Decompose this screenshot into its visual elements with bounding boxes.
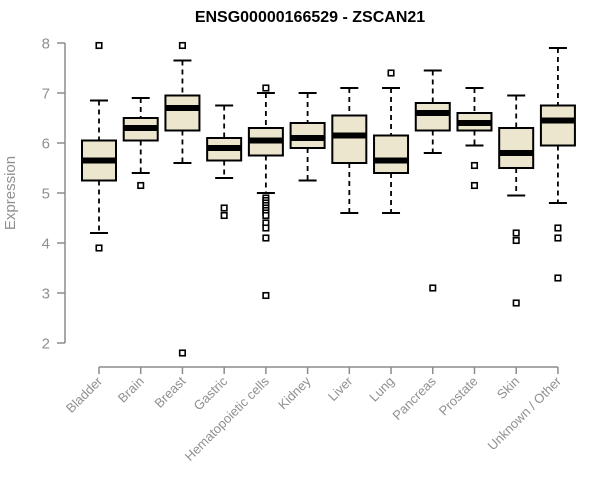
- y-tick-label: 8: [42, 36, 50, 53]
- outlier-point: [429, 284, 437, 292]
- y-axis-label: Expression: [2, 156, 19, 230]
- outlier-point: [470, 161, 479, 170]
- iqr-box: [164, 94, 201, 132]
- x-category-label-pancreas: Pancreas: [389, 373, 439, 423]
- outlier-point: [220, 211, 228, 220]
- outlier-point: [387, 69, 395, 77]
- median-line: [415, 110, 450, 116]
- median-line: [165, 105, 200, 111]
- y-tick-label: 7: [42, 86, 50, 103]
- boxplot-series: [81, 41, 576, 357]
- outlier-point: [178, 41, 186, 50]
- box-group-pancreas: [414, 69, 451, 292]
- outlier-point: [262, 211, 270, 220]
- box-group-skin: [498, 94, 535, 307]
- median-line: [123, 125, 158, 131]
- iqr-box: [539, 104, 576, 147]
- x-category-label-skin: Skin: [494, 374, 522, 402]
- outlier-point: [512, 229, 520, 237]
- box-group-breast: [164, 41, 201, 357]
- x-category-label-breast: Breast: [151, 373, 188, 410]
- box-group-brain: [122, 97, 159, 190]
- box-group-prostate: [456, 87, 493, 190]
- x-category-label-unknown-other: Unknown / Other: [484, 373, 564, 453]
- outlier-point: [95, 244, 103, 252]
- iqr-box: [331, 114, 368, 164]
- x-category-label-liver: Liver: [325, 373, 356, 404]
- median-line: [290, 135, 325, 141]
- outlier-point: [220, 204, 228, 212]
- median-line: [457, 120, 492, 126]
- outlier-point: [512, 236, 520, 245]
- median-line: [248, 137, 283, 144]
- median-line: [540, 117, 575, 124]
- box-group-gastric: [206, 104, 243, 220]
- y-tick-label: 2: [42, 336, 50, 353]
- box-group-kidney: [289, 92, 326, 182]
- outlier-point: [512, 299, 520, 307]
- y-axis: 2 3 4 5 6 7 8: [42, 36, 66, 353]
- x-category-label-kidney: Kidney: [275, 373, 314, 412]
- median-line: [207, 145, 242, 151]
- y-tick-label: 6: [42, 136, 50, 153]
- box-group-hematopoietic-cells: [247, 84, 284, 300]
- box-group-bladder: [81, 41, 117, 252]
- y-tick-label: 4: [42, 236, 50, 253]
- outlier-point: [137, 181, 145, 190]
- median-line: [82, 157, 116, 164]
- median-line: [499, 150, 534, 156]
- outlier-point: [554, 274, 562, 282]
- y-tick-label: 5: [42, 186, 50, 203]
- outlier-point: [95, 41, 103, 50]
- y-tick-label: 3: [42, 286, 50, 303]
- x-category-label-lung: Lung: [366, 374, 397, 405]
- outlier-point: [554, 224, 562, 232]
- outlier-point: [554, 234, 562, 242]
- outlier-point: [178, 349, 186, 357]
- outlier-point: [262, 291, 270, 300]
- outlier-point: [262, 84, 270, 92]
- x-category-label-gastric: Gastric: [191, 373, 231, 413]
- iqr-box: [414, 102, 451, 132]
- x-category-label-bladder: Bladder: [63, 373, 106, 416]
- box-group-liver: [331, 87, 368, 214]
- x-category-label-brain: Brain: [115, 374, 147, 406]
- x-category-label-prostate: Prostate: [436, 374, 481, 419]
- median-line: [332, 132, 367, 139]
- chart-title: ENSG00000166529 - ZSCAN21: [195, 9, 425, 26]
- iqr-box: [498, 127, 535, 169]
- box-group-lung: [373, 69, 410, 214]
- outlier-point: [470, 181, 479, 190]
- outlier-point: [262, 224, 270, 232]
- outlier-point: [262, 234, 270, 242]
- median-line: [374, 157, 409, 164]
- iqr-box: [373, 134, 410, 174]
- box-group-unknown-other: [539, 47, 576, 282]
